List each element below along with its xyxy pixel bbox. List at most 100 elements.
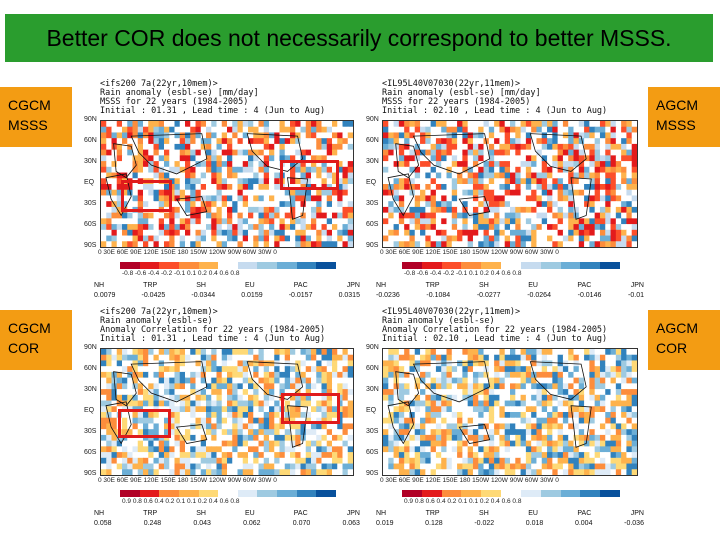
map-cell — [290, 235, 296, 242]
map-cell — [494, 184, 501, 191]
map-cell — [536, 469, 543, 475]
map-cell — [326, 206, 333, 214]
map-cell — [116, 235, 123, 242]
map-cell — [295, 161, 302, 168]
latitude-label: 30S — [84, 200, 97, 207]
map-cell — [520, 138, 527, 145]
map-cell — [388, 224, 395, 231]
map-cell — [242, 212, 249, 219]
map-cell — [435, 349, 442, 356]
map-cell — [253, 149, 260, 156]
map-cell — [253, 452, 260, 459]
map-cell — [316, 212, 323, 219]
map-cell — [253, 440, 260, 447]
map-cell — [531, 149, 538, 156]
map-cell — [101, 434, 107, 442]
label-line: AGCM — [656, 320, 698, 336]
map-cell — [116, 371, 123, 379]
map-cell — [269, 206, 275, 214]
map-cell — [237, 206, 244, 214]
map-cell — [462, 406, 469, 413]
map-cell — [258, 457, 265, 465]
map-cell — [393, 166, 400, 174]
map-cell — [467, 423, 474, 430]
map-cell — [446, 155, 453, 162]
map-cell — [111, 371, 118, 379]
map-cell — [457, 149, 463, 156]
map-cell — [425, 241, 432, 247]
map-cell — [263, 132, 270, 139]
map-cell — [435, 161, 442, 168]
map-cell — [206, 138, 212, 145]
map-cell — [562, 149, 569, 156]
map-cell — [269, 371, 275, 379]
map-cell — [342, 423, 349, 430]
map-cell — [451, 218, 458, 225]
map-cell — [242, 452, 249, 459]
map-cell — [414, 212, 421, 219]
map-cell — [305, 235, 312, 242]
map-cell — [631, 224, 637, 231]
map-cell — [552, 241, 559, 247]
map-cell — [332, 457, 338, 465]
map-cell — [457, 224, 463, 231]
map-cell — [414, 423, 421, 430]
map-cell — [263, 229, 270, 237]
map-cell — [547, 452, 553, 459]
map-cell — [347, 218, 353, 225]
map-cell — [441, 195, 448, 202]
map-cell — [531, 389, 538, 396]
map-cell — [472, 172, 479, 179]
panel-header-line: Rain anomaly (esbl-se) [mm/day] — [100, 88, 259, 98]
map-cell — [420, 389, 426, 396]
map-cell — [284, 377, 291, 384]
map-cell — [253, 229, 260, 237]
map-cell — [467, 184, 474, 191]
map-cell — [478, 229, 485, 237]
map-cell — [462, 371, 469, 379]
map-cell — [388, 429, 395, 436]
map-cell — [383, 201, 389, 208]
map-cell — [494, 235, 501, 242]
map-cell — [190, 349, 197, 356]
map-cell — [342, 457, 349, 465]
map-cell — [451, 161, 458, 168]
map-cell — [388, 172, 395, 179]
map-cell — [599, 224, 606, 231]
map-cell — [206, 400, 212, 407]
map-cell — [462, 178, 469, 185]
map-cell — [610, 195, 617, 202]
map-cell — [594, 360, 601, 367]
map-cell — [425, 452, 432, 459]
map-cell — [610, 452, 617, 459]
map-cell — [253, 172, 260, 179]
map-cell — [200, 195, 207, 202]
map-cell — [615, 224, 622, 231]
map-cell — [409, 429, 416, 436]
map-cell — [253, 383, 260, 390]
map-cell — [279, 452, 286, 459]
map-cell — [420, 377, 426, 384]
map-cell — [101, 371, 107, 379]
map-cell — [143, 394, 149, 402]
map-cell — [206, 201, 212, 208]
map-cell — [106, 195, 113, 202]
map-cell — [253, 446, 260, 453]
map-cell — [332, 155, 338, 162]
map-cell — [446, 178, 453, 185]
map-cell — [435, 389, 442, 396]
map-cell — [295, 189, 302, 197]
map-cell — [541, 229, 548, 237]
map-cell — [525, 429, 532, 436]
continent-outline — [113, 371, 137, 407]
map-cell — [316, 434, 323, 442]
map-cell — [321, 201, 328, 208]
map-cell — [552, 229, 559, 237]
map-cell — [185, 138, 191, 145]
map-cell — [169, 429, 176, 436]
map-cell — [153, 218, 160, 225]
map-cell — [398, 126, 405, 134]
map-cell — [621, 235, 628, 242]
map-cell — [589, 155, 596, 162]
map-cell — [127, 457, 134, 465]
